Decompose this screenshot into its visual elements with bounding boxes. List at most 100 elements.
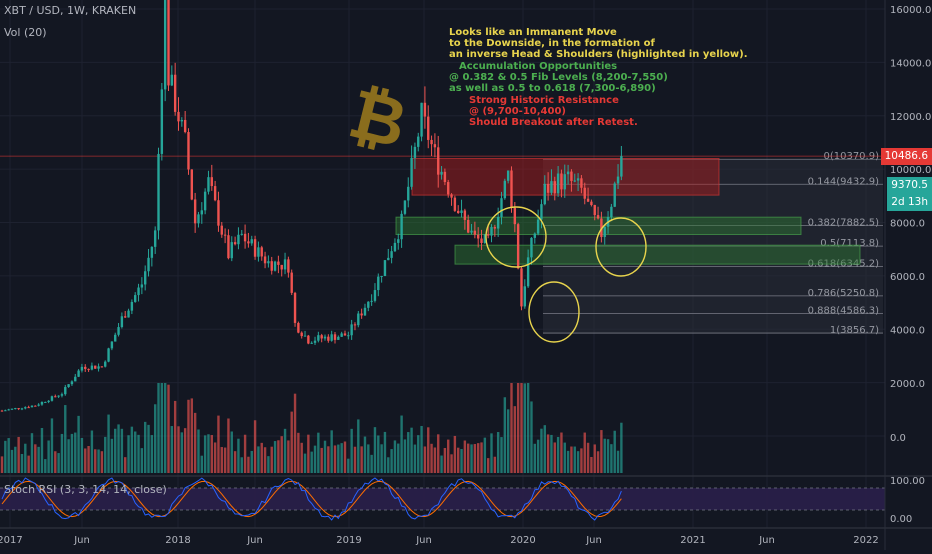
candle-body: [40, 401, 44, 405]
volume-bar: [267, 456, 270, 473]
x-tick-label: 2018: [165, 535, 190, 546]
candle-body: [523, 286, 527, 307]
volume-bar: [24, 443, 27, 473]
candle-body: [403, 200, 407, 214]
volume-layer: [0, 383, 623, 473]
candle-body: [453, 197, 457, 211]
x-tick-label: 2021: [680, 535, 705, 546]
candle-body: [24, 407, 27, 409]
volume-bar: [490, 433, 493, 473]
volume-bar: [167, 384, 170, 473]
candle-body: [493, 227, 497, 229]
volume-bar: [183, 428, 187, 473]
candle-body: [143, 271, 147, 285]
volume-bar: [500, 437, 503, 473]
candle-body: [240, 233, 243, 235]
volume-bar: [407, 432, 410, 473]
candle-body: [64, 387, 67, 395]
candle-body: [413, 146, 417, 158]
fib-label: 0.786(5250.8): [808, 288, 880, 299]
volume-bar: [180, 432, 184, 473]
candle-body: [443, 171, 447, 183]
candle-body: [593, 205, 596, 216]
countdown-tag: 2d 13h: [887, 194, 932, 211]
candle-body: [390, 251, 393, 258]
candle-body: [230, 242, 233, 259]
volume-bar: [470, 444, 473, 473]
candle-body: [263, 256, 267, 264]
candle-body: [4, 410, 7, 412]
candle-body: [44, 401, 47, 403]
volume-bar: [377, 435, 380, 473]
volume-bar: [476, 443, 480, 473]
volume-bar: [553, 442, 556, 473]
volume-bar: [87, 446, 90, 473]
volume-bar: [20, 454, 24, 473]
candle-body: [97, 366, 100, 369]
volume-bar: [473, 444, 477, 473]
candle-body: [84, 366, 87, 369]
candle-body: [300, 332, 303, 337]
volume-bar: [440, 455, 443, 473]
volume-bar: [620, 422, 623, 473]
candle-body: [180, 119, 184, 122]
candle-body: [513, 207, 517, 225]
volume-bar: [117, 424, 120, 473]
volume-bar: [297, 432, 300, 473]
candle-body: [476, 234, 480, 239]
volume-bar: [480, 442, 483, 473]
volume-bar: [447, 439, 450, 473]
volume-bar: [340, 443, 343, 473]
candle-body: [420, 102, 423, 137]
volume-bar: [486, 458, 490, 473]
candle-body: [510, 170, 513, 208]
volume-bar: [137, 434, 140, 473]
candle-body: [287, 259, 290, 273]
volume-bar: [606, 439, 610, 473]
idea-note: Looks like an Immanent Move to the Downs…: [449, 27, 748, 60]
candle-body: [140, 284, 144, 288]
candle-body: [104, 361, 107, 367]
stoch-y-tick: 0.00: [890, 514, 912, 525]
volume-bar: [14, 446, 17, 473]
candle-body: [303, 335, 307, 337]
accumulation-zone-upper: [395, 216, 802, 236]
x-tick-label: 2020: [510, 535, 535, 546]
volume-bar: [250, 450, 253, 473]
volume-bar: [576, 451, 580, 473]
volume-bar: [337, 444, 340, 473]
volume-bar: [410, 427, 413, 473]
volume-bar: [540, 428, 543, 473]
volume-bar: [546, 434, 550, 473]
accumulation-line: @ 0.382 & 0.5 Fib Levels (8,200-7,550): [449, 72, 668, 83]
candle-body: [357, 313, 360, 326]
idea-line: an inverse Head & Shoulders (highlighted…: [449, 49, 748, 60]
volume-bar: [120, 428, 124, 473]
right-shoulder-ellipse: [595, 217, 647, 277]
volume-bar: [4, 440, 7, 473]
volume-bar: [10, 449, 14, 473]
volume-bar: [290, 411, 293, 473]
candle-body: [620, 156, 623, 177]
volume-bar: [94, 449, 97, 473]
volume-bar: [200, 455, 203, 473]
candle-body: [407, 186, 410, 201]
volume-bar: [57, 453, 60, 473]
volume-bar: [90, 430, 94, 473]
volume-bar: [600, 430, 603, 473]
candle-body: [207, 177, 210, 192]
candle-body: [533, 233, 536, 238]
x-tick-label: Jun: [73, 535, 90, 546]
resistance-line: Should Breakout after Retest.: [469, 117, 638, 128]
candle-body: [27, 407, 30, 409]
volume-bar: [333, 445, 337, 473]
volume-bar: [67, 439, 70, 473]
candle-body: [417, 136, 420, 147]
candle-body: [250, 239, 253, 244]
candle-body: [566, 171, 570, 175]
volume-bar: [213, 442, 217, 473]
y-tick-label: 10000.0: [890, 165, 931, 176]
candle-body: [570, 171, 573, 181]
volume-bar: [463, 440, 467, 473]
